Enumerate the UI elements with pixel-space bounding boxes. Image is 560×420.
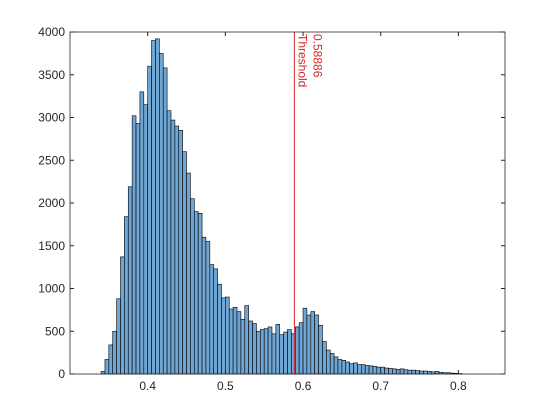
bar [205,241,211,375]
bar [217,283,222,375]
bar [147,65,152,375]
bar [221,297,226,375]
bar [112,330,117,375]
y-tick-label: 500 [45,324,65,338]
x-tick-label: 0.7 [372,379,389,393]
bar [372,366,378,375]
bar [287,329,292,375]
bar [423,370,428,375]
x-tick-label: 0.6 [295,379,312,393]
bar [267,326,273,375]
bar [407,369,413,375]
bar [333,356,339,375]
bar [279,334,284,375]
bar [174,125,180,375]
x-tick-label: 0.4 [139,379,156,393]
bar [193,211,199,375]
bar [104,359,110,375]
bar [135,123,141,375]
bar [166,110,172,375]
bar [127,186,133,375]
bar [306,314,312,375]
bar [357,364,362,375]
y-tick-label: 0 [58,367,65,381]
bar [240,318,246,375]
bar [364,365,370,375]
bar [376,366,382,375]
bar [232,307,238,375]
bar [131,115,137,375]
y-tick-label: 4000 [38,25,65,39]
bar [182,151,187,375]
y-tick-label: 2500 [38,153,65,167]
bar [256,330,261,375]
bar [201,236,207,375]
bar [360,364,366,375]
bar [178,130,183,375]
bar [108,344,114,375]
bar [310,311,315,375]
bar [244,305,249,375]
bar [388,368,393,375]
y-tick-label: 3000 [38,111,65,125]
threshold-value: 0.58886 [310,34,324,78]
bar [353,362,358,375]
threshold-label: Threshold [295,34,309,87]
bar [151,40,156,375]
x-tick-label: 0.5 [217,379,234,393]
bar [411,369,416,375]
bar [170,119,176,375]
bar [415,370,420,375]
bar [392,368,397,375]
bar [380,366,385,375]
bar [190,198,195,375]
bar [395,368,401,375]
bar [143,104,148,375]
bar [326,349,331,375]
bar [318,324,323,375]
bar [349,363,354,375]
bar [228,308,234,375]
bar [314,314,319,375]
bar [368,365,374,375]
bar [298,322,304,375]
bar [236,311,242,375]
bar [155,38,160,375]
bar [283,331,288,375]
bar [225,296,230,375]
bar [384,367,389,375]
y-tick-label: 1000 [38,282,65,296]
bar [403,369,409,375]
y-tick-label: 2000 [38,196,65,210]
x-tick-label: 0.8 [450,379,467,393]
bar [419,370,424,375]
y-tick-label: 3500 [38,68,65,82]
bar [345,361,350,375]
bar [213,268,218,375]
bar [159,53,164,375]
bar [329,353,335,375]
bar [120,256,125,375]
bar [263,328,269,375]
bar [337,359,343,375]
bar [302,307,308,375]
bar [275,324,281,375]
bar [252,323,257,375]
bar [341,360,347,375]
y-tick-label: 1500 [38,239,65,253]
bar [139,91,145,375]
bar [124,216,129,375]
bar [162,67,168,375]
bar [322,341,327,375]
bar [248,320,253,375]
bar [271,333,277,375]
bar [260,329,265,375]
bar [399,368,405,375]
bar [294,326,300,375]
bar [197,212,203,375]
bar [209,264,215,375]
bar [186,172,191,375]
bar [116,298,121,375]
